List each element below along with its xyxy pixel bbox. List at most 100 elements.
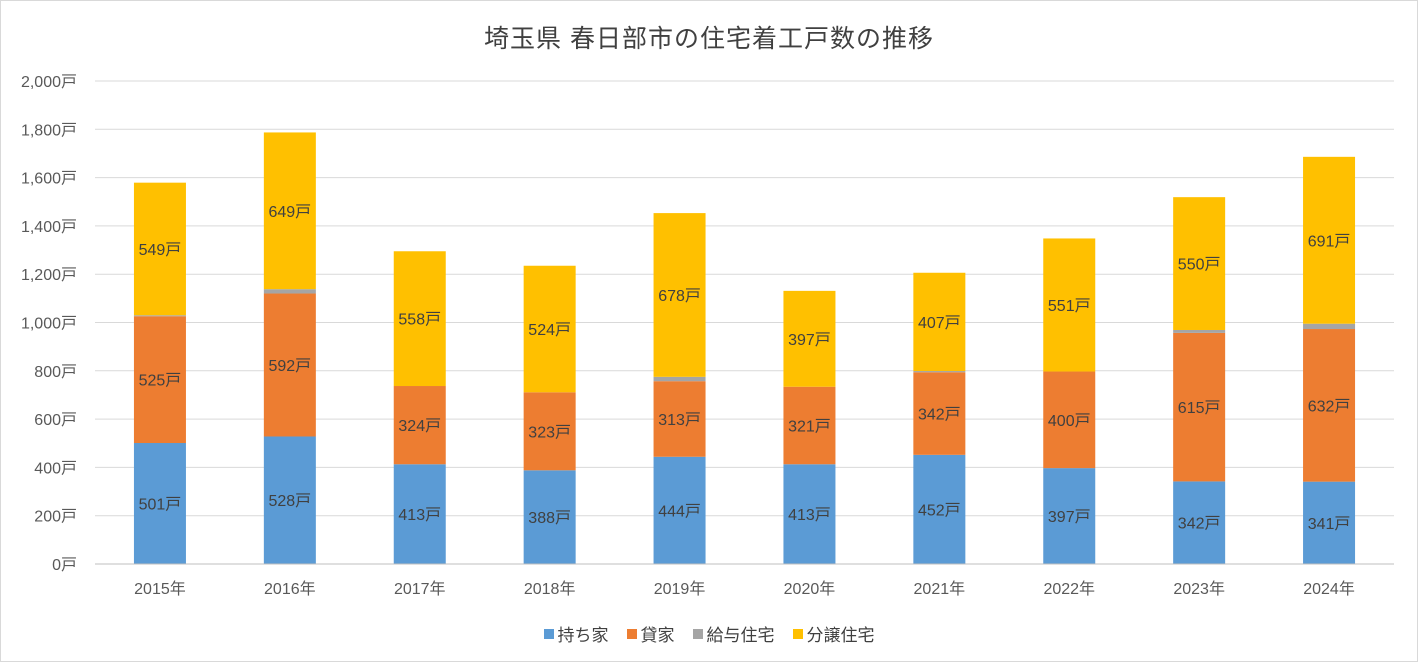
bar-segment [393,251,446,387]
bar-segment [133,316,186,444]
bar-segment [523,392,576,471]
bar-segment [133,315,186,317]
bar-segment [523,265,576,393]
data-label: 313戸 [658,412,701,429]
data-label: 592戸 [268,358,311,375]
legend-item: 分譲住宅 [792,621,875,646]
bar-segment [1043,371,1096,469]
y-tick-label: 1,200戸 [21,267,77,284]
legend-swatch [692,628,703,639]
y-tick-label: 400戸 [34,460,77,477]
bar-segment [1303,329,1356,482]
bar-segment [653,381,706,457]
chart-legend: 持ち家 貸家 給与住宅 分譲住宅 [1,621,1417,646]
bar-segment [913,372,966,455]
y-tick-label: 1,600戸 [21,171,77,188]
legend-label: 給与住宅 [706,626,775,645]
y-tick-label: 1,800戸 [21,122,77,139]
bar-segment [523,470,576,564]
bar-segment [133,443,186,564]
data-label: 528戸 [268,493,311,510]
bar-segment [1303,481,1356,564]
data-label: 452戸 [918,502,961,519]
y-tick-label: 0戸 [52,557,77,574]
data-label: 525戸 [139,373,182,390]
data-label: 678戸 [658,288,701,305]
x-tick-label: 2024年 [1303,580,1355,598]
data-label: 342戸 [1178,516,1221,533]
data-label: 407戸 [918,315,961,332]
legend-label: 持ち家 [557,626,609,645]
data-label: 400戸 [1048,413,1091,430]
bar-segment [653,213,706,377]
x-tick-label: 2015年 [134,580,186,598]
bar-segment [913,371,966,373]
legend-label: 分譲住宅 [806,626,875,645]
data-label: 413戸 [398,507,441,524]
x-tick-label: 2021年 [914,580,966,598]
y-tick-label: 200戸 [34,509,77,526]
y-tick-label: 600戸 [34,412,77,429]
x-tick-label: 2016年 [264,580,316,598]
x-tick-label: 2018年 [524,580,576,598]
bar-segment [263,289,316,294]
data-label: 632戸 [1308,398,1351,415]
data-label: 342戸 [918,407,961,424]
data-label: 501戸 [139,497,182,514]
x-tick-label: 2023年 [1173,580,1225,598]
chart-title: 埼玉県 春日部市の住宅着工戸数の推移 [484,25,934,53]
x-tick-label: 2020年 [784,580,836,598]
legend-swatch [543,628,554,639]
bar-segment [1043,468,1096,564]
bar-segment [913,272,966,372]
legend-item: 給与住宅 [692,621,775,646]
bar-segment [1303,323,1356,330]
bar-segment [653,376,706,382]
bar-segment [1173,329,1226,333]
y-tick-label: 800戸 [34,364,77,381]
bar-segment [1173,481,1226,564]
bar-segment [263,436,316,564]
data-label: 524戸 [528,322,571,339]
bar-segment [133,182,186,316]
data-label: 324戸 [398,418,441,435]
bar-segment [783,290,836,387]
data-label: 413戸 [788,507,831,524]
data-label: 615戸 [1178,400,1221,417]
data-label: 388戸 [528,510,571,527]
legend-item: 持ち家 [543,621,609,646]
data-label: 397戸 [1048,509,1091,526]
x-tick-label: 2019年 [654,580,706,598]
legend-swatch [626,628,637,639]
bar-segment [1173,197,1226,330]
bar-segment [393,386,446,465]
legend-swatch [792,628,803,639]
bar-segment [1043,238,1096,372]
data-label: 549戸 [139,242,182,259]
y-tick-label: 2,000戸 [21,74,77,91]
x-tick-label: 2022年 [1043,580,1095,598]
legend-label: 貸家 [640,626,675,645]
y-tick-label: 1,000戸 [21,316,77,333]
bar-segment [263,132,316,290]
data-label: 341戸 [1308,516,1351,533]
y-tick-label: 1,400戸 [21,219,77,236]
data-label: 444戸 [658,503,701,520]
bar-segment [1173,332,1226,482]
bar-segment [263,293,316,437]
bar-segment [653,456,706,564]
bar-segment [783,464,836,564]
data-label: 550戸 [1178,257,1221,274]
data-label: 649戸 [268,204,311,221]
data-label: 551戸 [1048,298,1091,315]
bar-segment [913,454,966,564]
data-label: 321戸 [788,418,831,435]
bar-segment [783,386,836,465]
data-label: 397戸 [788,332,831,349]
bar-segment [1303,156,1356,324]
bar-segment [393,464,446,564]
data-label: 323戸 [528,424,571,441]
data-label: 558戸 [398,312,441,329]
